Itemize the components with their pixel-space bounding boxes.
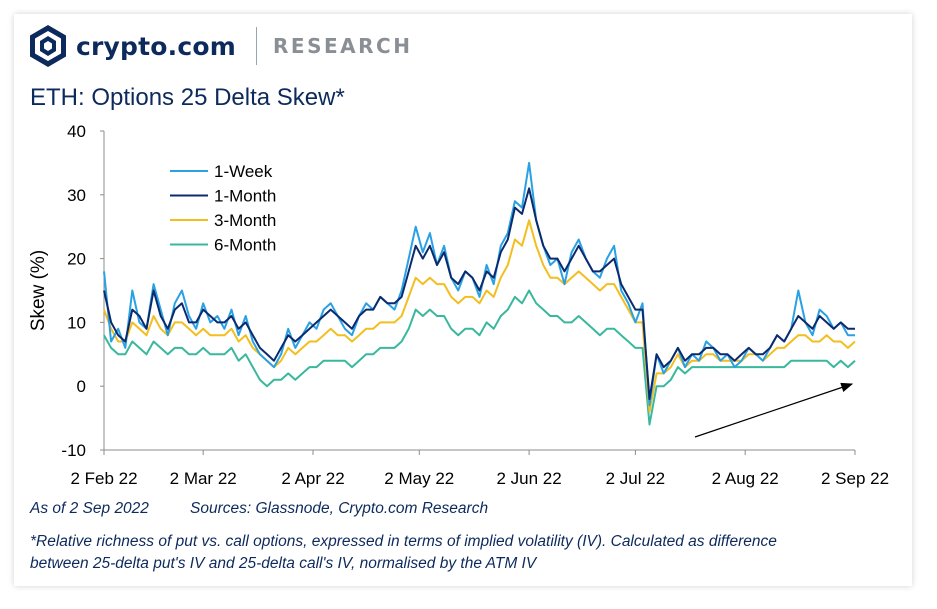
sources: Sources: Glassnode, Crypto.com Research: [190, 500, 489, 517]
x-tick-label: 2 Apr 22: [281, 469, 344, 488]
x-tick-label: 2 Mar 22: [170, 469, 237, 488]
x-tick-label: 2 Sep 22: [821, 469, 889, 488]
crypto-com-logo-icon: [30, 25, 66, 67]
footnote-line-2: between 25-delta put's IV and 25-delta c…: [30, 555, 537, 572]
axes: 40 30 20 10 0 -10 Skew (%) 2 Feb 22 2 Mar 22 2 Ap…: [28, 122, 889, 488]
legend-label-3-month: 3-Month: [214, 211, 276, 230]
y-tick-label: 40: [67, 122, 86, 141]
legend-label-1-month: 1-Month: [214, 187, 276, 206]
trend-annotation: [694, 382, 854, 438]
legend: 1-Week 1-Month 3-Month 6-Month: [170, 162, 276, 255]
as-of-date: As of 2 Sep 2022: [30, 500, 149, 517]
y-tick-label: -10: [61, 441, 86, 460]
y-tick-label: 20: [67, 250, 86, 269]
x-tick-label: 2 Jul 22: [606, 469, 666, 488]
y-tick-label: 30: [67, 186, 86, 205]
footnote-line-1: *Relative richness of put vs. call optio…: [30, 533, 777, 550]
brand-name: crypto.com: [76, 31, 237, 61]
legend-label-1-week: 1-Week: [214, 162, 273, 181]
chart-title: ETH: Options 25 Delta Skew*: [30, 84, 345, 111]
x-tick-label: 2 Jun 22: [496, 469, 561, 488]
x-tick-label: 2 Aug 22: [712, 469, 779, 488]
trend-arrow: [694, 382, 854, 438]
series-line-3-month: [103, 219, 856, 413]
series-line-1-week: [103, 161, 855, 407]
x-tick-label: 2 Feb 22: [70, 469, 137, 488]
series-lines: [103, 161, 856, 426]
series-line-1-month: [103, 187, 855, 400]
x-tick-label: 2 May 22: [384, 469, 454, 488]
legend-label-6-month: 6-Month: [214, 236, 276, 255]
section-label: RESEARCH: [273, 34, 413, 58]
y-axis-title: Skew (%): [28, 250, 49, 331]
series-line-6-month: [103, 289, 856, 426]
y-tick-label: 0: [77, 377, 86, 396]
header-divider: [256, 27, 258, 65]
y-tick-label: 10: [67, 313, 86, 332]
chart-area: 40 30 20 10 0 -10 Skew (%) 2 Feb 22 2 Mar 22 2 Ap…: [28, 122, 889, 488]
header: crypto.com RESEARCH: [28, 22, 412, 70]
